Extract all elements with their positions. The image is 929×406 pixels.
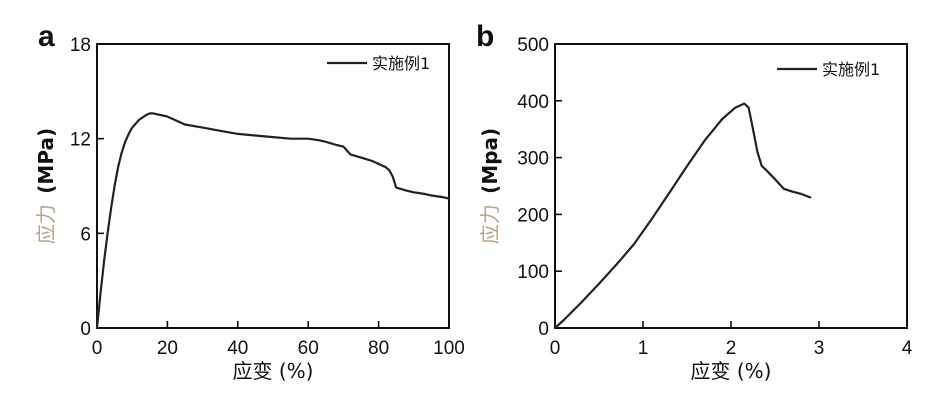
legend-label-b: 实施例1 (822, 60, 880, 79)
series-line-b (555, 104, 810, 328)
y-tick-label-a: 6 (80, 224, 91, 245)
y-tick-label-b: 200 (517, 205, 549, 226)
y-axis-title-unit-a: (MPa) (34, 128, 58, 194)
x-axis-title-b: 应变 (%) (691, 359, 772, 383)
x-tick-label-a: 0 (92, 338, 103, 359)
y-tick-label-b: 300 (517, 149, 549, 170)
svg-text:应力 (Mpa): 应力 (Mpa) (478, 128, 502, 244)
y-axis-title-unit-b: (Mpa) (478, 128, 502, 194)
x-tick-label-a: 80 (368, 338, 389, 359)
x-tick-label-a: 60 (298, 338, 319, 359)
panel-label-b: b (476, 20, 494, 53)
x-tick-label-b: 4 (902, 338, 913, 359)
y-tick-label-a: 0 (80, 319, 91, 340)
y-tick-label-b: 400 (517, 92, 549, 113)
y-ticks-a: 0 6 12 18 (70, 35, 104, 340)
x-tick-label-a: 100 (433, 338, 465, 359)
svg-text:应力 (MPa): 应力 (MPa) (34, 128, 58, 244)
panel-a: a 0 6 12 18 0 20 40 60 80 100 实施例1 应变 (%) 应力 (MP… (34, 20, 465, 383)
y-tick-label-b: 0 (538, 319, 549, 340)
series-line-a (97, 113, 449, 328)
y-axis-title-cjk-a: 应力 (34, 204, 58, 244)
y-axis-title-cjk-b: 应力 (478, 204, 502, 244)
x-axis-title-a: 应变 (%) (233, 359, 314, 383)
x-tick-label-a: 20 (157, 338, 178, 359)
legend-label-a: 实施例1 (372, 54, 430, 73)
x-ticks-a: 0 20 40 60 80 100 (92, 321, 465, 359)
y-tick-label-a: 18 (70, 35, 91, 56)
panel-b: b 0 100 200 300 400 500 0 1 2 3 4 实施例1 应变 (%) 应力 … (476, 20, 913, 383)
x-tick-label-b: 0 (550, 338, 561, 359)
x-tick-label-a: 40 (227, 338, 248, 359)
legend-a: 实施例1 (327, 54, 430, 73)
x-tick-label-b: 2 (726, 338, 737, 359)
panel-label-a: a (38, 20, 55, 53)
x-tick-label-b: 1 (638, 338, 649, 359)
y-axis-title-a: 应力 (MPa) (34, 128, 58, 244)
y-tick-label-b: 500 (517, 35, 549, 56)
plot-frame-b (555, 44, 907, 328)
x-tick-label-b: 3 (814, 338, 825, 359)
y-tick-label-a: 12 (70, 130, 91, 151)
x-ticks-b: 0 1 2 3 4 (550, 321, 913, 359)
legend-b: 实施例1 (777, 60, 880, 79)
y-tick-label-b: 100 (517, 262, 549, 283)
y-axis-title-b: 应力 (Mpa) (478, 128, 502, 244)
